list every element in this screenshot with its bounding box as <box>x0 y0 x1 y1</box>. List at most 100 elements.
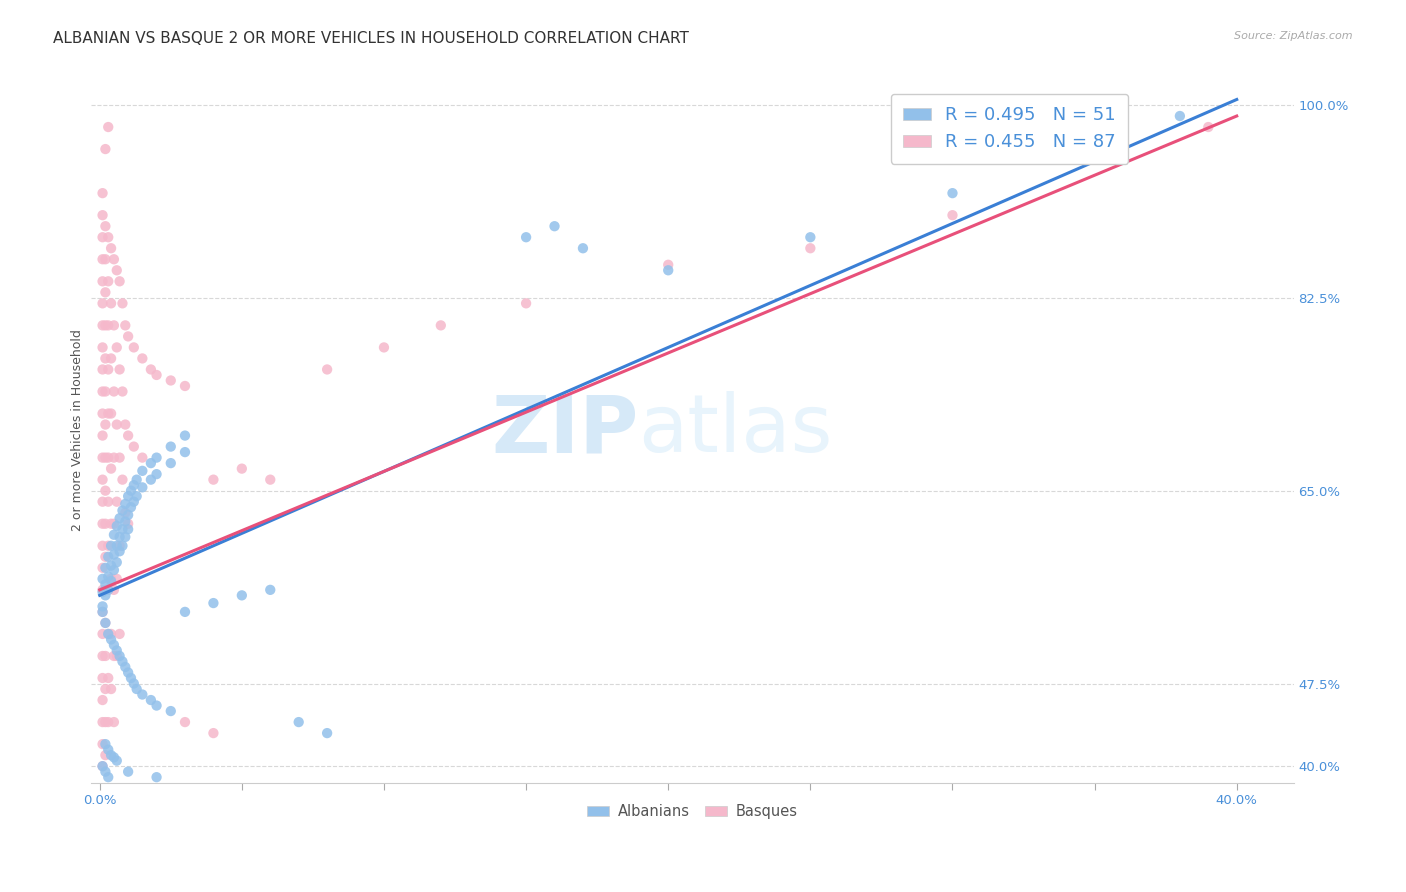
Point <box>91 516 114 531</box>
Point <box>94 483 117 498</box>
Point <box>941 208 963 222</box>
Point <box>91 737 114 751</box>
Point <box>117 764 139 779</box>
Point <box>111 539 134 553</box>
Point <box>174 605 197 619</box>
Point <box>117 516 139 531</box>
Point <box>114 506 136 520</box>
Point <box>103 638 125 652</box>
Point <box>316 362 339 376</box>
Point <box>657 263 679 277</box>
Point <box>100 627 122 641</box>
Point <box>97 407 120 421</box>
Point <box>103 450 125 465</box>
Point <box>91 473 114 487</box>
Point <box>657 258 679 272</box>
Point <box>111 384 134 399</box>
Point <box>100 572 122 586</box>
Point <box>91 340 114 354</box>
Point <box>515 230 537 244</box>
Point <box>100 681 122 696</box>
Point <box>91 648 114 663</box>
Point <box>103 563 125 577</box>
Point <box>91 585 114 599</box>
Text: ALBANIAN VS BASQUE 2 OR MORE VEHICLES IN HOUSEHOLD CORRELATION CHART: ALBANIAN VS BASQUE 2 OR MORE VEHICLES IN… <box>53 31 689 46</box>
Point <box>105 539 128 553</box>
Point <box>114 417 136 432</box>
Point <box>91 208 114 222</box>
Point <box>94 737 117 751</box>
Point <box>231 588 253 602</box>
Point <box>287 715 309 730</box>
Point <box>131 450 153 465</box>
Y-axis label: 2 or more Vehicles in Household: 2 or more Vehicles in Household <box>72 329 84 531</box>
Point <box>111 522 134 536</box>
Point <box>94 748 117 763</box>
Point <box>105 643 128 657</box>
Point <box>97 582 120 597</box>
Point <box>100 296 122 310</box>
Point <box>202 726 225 740</box>
Point <box>105 648 128 663</box>
Point <box>91 627 114 641</box>
Point <box>1112 142 1135 156</box>
Point <box>122 340 145 354</box>
Point <box>103 715 125 730</box>
Point <box>100 632 122 647</box>
Point <box>103 582 125 597</box>
Point <box>100 516 122 531</box>
Point <box>94 582 117 597</box>
Point <box>94 648 117 663</box>
Point <box>94 549 117 564</box>
Point <box>97 230 120 244</box>
Point <box>543 219 565 234</box>
Point <box>430 318 453 333</box>
Point <box>515 296 537 310</box>
Point <box>97 627 120 641</box>
Point <box>145 698 167 713</box>
Point <box>94 561 117 575</box>
Point <box>100 574 122 588</box>
Point <box>94 615 117 630</box>
Point <box>125 473 148 487</box>
Point <box>91 494 114 508</box>
Point <box>91 759 114 773</box>
Point <box>145 450 167 465</box>
Point <box>103 318 125 333</box>
Point <box>97 539 120 553</box>
Point <box>108 274 131 288</box>
Point <box>108 530 131 544</box>
Point <box>125 681 148 696</box>
Point <box>103 516 125 531</box>
Point <box>103 384 125 399</box>
Point <box>111 655 134 669</box>
Point <box>91 539 114 553</box>
Point <box>103 527 125 541</box>
Point <box>91 428 114 442</box>
Point <box>111 296 134 310</box>
Point <box>120 500 142 515</box>
Point <box>91 572 114 586</box>
Point <box>103 750 125 764</box>
Point <box>202 596 225 610</box>
Point <box>97 742 120 756</box>
Point <box>100 407 122 421</box>
Point <box>122 440 145 454</box>
Point <box>91 582 114 597</box>
Point <box>100 241 122 255</box>
Point <box>91 561 114 575</box>
Point <box>91 384 114 399</box>
Point <box>105 754 128 768</box>
Point <box>108 450 131 465</box>
Point <box>139 473 162 487</box>
Point <box>94 516 117 531</box>
Point <box>94 417 117 432</box>
Point <box>108 362 131 376</box>
Point <box>91 407 114 421</box>
Point <box>91 759 114 773</box>
Point <box>94 450 117 465</box>
Point <box>114 318 136 333</box>
Point <box>91 605 114 619</box>
Point <box>105 519 128 533</box>
Point <box>159 456 181 470</box>
